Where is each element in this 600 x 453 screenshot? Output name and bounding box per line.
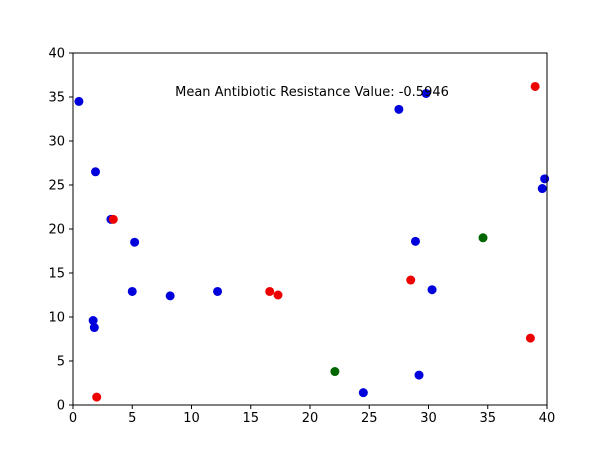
- data-point-16: [421, 88, 431, 98]
- y-tick-label-8: 40: [48, 47, 65, 62]
- axes: 0 5 10 15 20 25 30 35 40 0 5 10 15 20 25 30 35 40: [48, 47, 555, 427]
- data-point-23: [540, 174, 550, 184]
- data-point-13: [330, 367, 340, 377]
- y-tick-label-3: 15: [48, 267, 65, 282]
- data-point-7: [213, 286, 223, 296]
- data-point-21: [478, 233, 488, 243]
- chart-annotation: Mean Antibiotic Resistance Value: -0.594…: [175, 85, 449, 100]
- y-tick-label-1: 5: [57, 355, 65, 370]
- data-point-8: [88, 316, 98, 326]
- data-point-1: [91, 167, 101, 177]
- plot-frame: [72, 52, 548, 406]
- data-point-9: [89, 323, 99, 333]
- data-point-10: [92, 392, 102, 402]
- data-point-20: [414, 370, 424, 380]
- x-tick-label-1: 5: [128, 411, 136, 426]
- x-tick-label-8: 40: [539, 411, 556, 426]
- x-tick-label-0: 0: [69, 411, 77, 426]
- data-point-25: [525, 333, 535, 343]
- x-tick-label-2: 10: [183, 411, 200, 426]
- data-points: [74, 81, 550, 402]
- y-tick-label-7: 35: [48, 91, 65, 106]
- y-tick-label-4: 20: [48, 223, 65, 238]
- x-tick-label-5: 25: [361, 411, 378, 426]
- x-tick-label-4: 20: [302, 411, 319, 426]
- data-point-14: [358, 388, 368, 398]
- data-point-4: [130, 237, 140, 247]
- y-tick-label-5: 25: [48, 179, 65, 194]
- y-tick-label-0: 0: [57, 399, 65, 414]
- data-point-15: [394, 104, 404, 114]
- data-point-3: [108, 214, 118, 224]
- data-point-6: [165, 291, 175, 301]
- data-point-22: [530, 81, 540, 91]
- x-tick-label-7: 35: [479, 411, 496, 426]
- y-tick-label-2: 10: [48, 311, 65, 326]
- data-point-17: [410, 236, 420, 246]
- y-tick-label-6: 30: [48, 135, 65, 150]
- data-point-24: [537, 184, 547, 194]
- data-point-12: [273, 290, 283, 300]
- data-point-19: [427, 285, 437, 295]
- data-point-11: [265, 286, 275, 296]
- data-point-18: [406, 275, 416, 285]
- data-point-5: [127, 286, 137, 296]
- data-point-0: [74, 96, 84, 106]
- x-tick-label-6: 30: [420, 411, 437, 426]
- x-tick-label-3: 15: [242, 411, 259, 426]
